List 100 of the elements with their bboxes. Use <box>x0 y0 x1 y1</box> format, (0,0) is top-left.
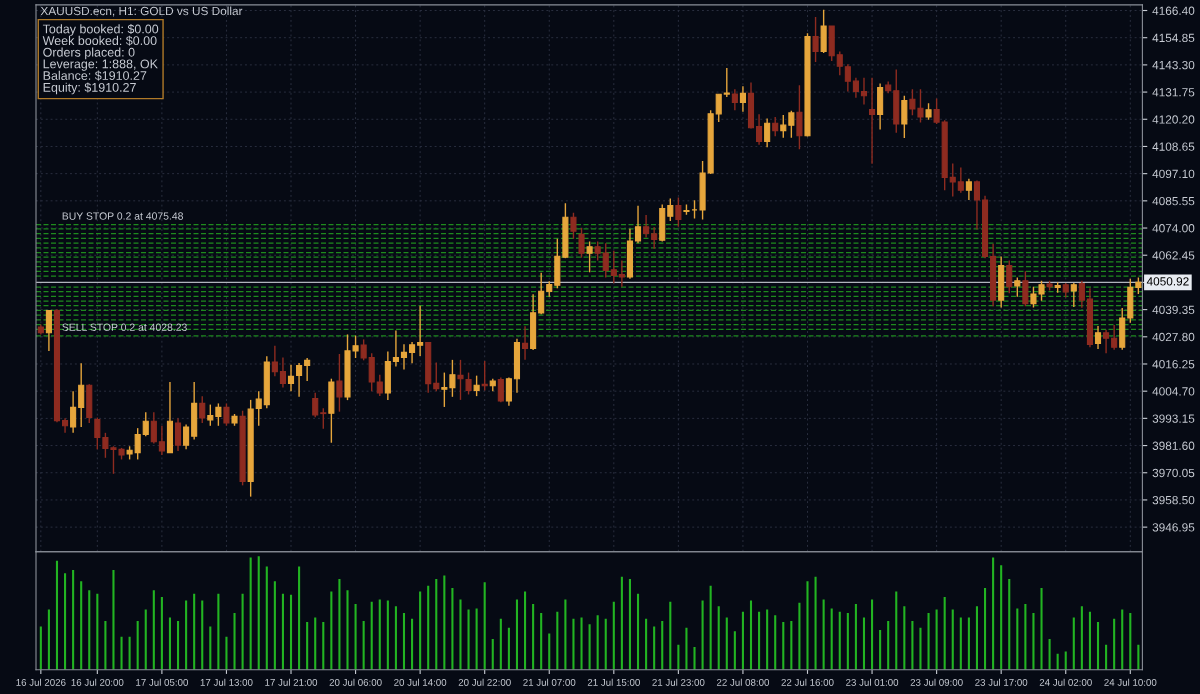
y-tick-label: 4004.70 <box>1152 387 1195 396</box>
bar <box>1008 578 1011 670</box>
annotation: Leverage: 1:888, OK <box>43 59 158 71</box>
x-tick-label: 24 Jul 02:00 <box>1039 678 1092 686</box>
candlestick <box>1111 324 1118 351</box>
x-tick-label: 22 Jul 16:00 <box>781 678 834 686</box>
candlestick <box>465 371 472 396</box>
candlestick <box>973 179 981 231</box>
candlestick <box>578 227 585 259</box>
bar <box>645 618 648 670</box>
bar <box>386 600 389 670</box>
bar <box>975 606 979 670</box>
y-tick-label: 4062.45 <box>1152 251 1195 260</box>
candlestick <box>521 325 529 361</box>
bar <box>225 636 228 670</box>
y-tick-label: 4108.65 <box>1152 142 1195 151</box>
bar <box>185 600 188 670</box>
candlestick <box>320 407 327 430</box>
candlestick <box>594 240 601 262</box>
bar <box>1113 618 1116 670</box>
bar <box>636 593 640 670</box>
bar <box>39 626 42 670</box>
x-tick-label: 17 Jul 05:00 <box>136 678 188 686</box>
bar <box>281 593 284 670</box>
x-tick-label: 17 Jul 13:00 <box>200 678 253 686</box>
bar <box>112 569 115 670</box>
candlestick <box>215 402 222 427</box>
candlestick <box>586 240 593 273</box>
bar <box>766 609 769 670</box>
bar <box>661 620 664 670</box>
candlestick <box>505 376 512 407</box>
y-tick-label: 4154.85 <box>1152 33 1195 43</box>
bar <box>1105 644 1108 670</box>
bar <box>572 618 575 670</box>
bar <box>467 609 470 670</box>
bar <box>443 575 446 670</box>
x-tick-label: 20 Jul 22:00 <box>458 678 511 686</box>
candlestick <box>772 116 779 137</box>
bar <box>55 560 59 670</box>
bar <box>209 626 212 670</box>
candlestick <box>441 371 448 408</box>
candlestick <box>360 338 367 362</box>
bar <box>427 585 430 670</box>
bar <box>144 609 147 670</box>
candlestick <box>497 376 504 403</box>
y-tick-label: 3958.50 <box>1152 495 1195 505</box>
y-tick-label: 3993.15 <box>1152 414 1195 423</box>
candlestick <box>868 77 876 165</box>
annotation: Equity: $1910.27 <box>43 82 136 95</box>
bar <box>903 606 906 670</box>
bar <box>669 601 672 670</box>
bar <box>992 557 995 670</box>
candlestick <box>78 362 85 428</box>
candlestick <box>651 226 658 250</box>
annotation: Week booked: $0.00 <box>42 35 157 46</box>
bar <box>378 599 381 670</box>
bar <box>1096 622 1100 670</box>
candlestick <box>336 353 343 413</box>
bar <box>1032 612 1035 670</box>
candlestick <box>691 199 698 220</box>
x-tick-label: 20 Jul 06:00 <box>329 678 382 686</box>
bar <box>96 593 99 670</box>
bar <box>168 617 172 670</box>
bar <box>1056 653 1059 670</box>
bar <box>895 591 898 670</box>
candlestick <box>376 374 383 397</box>
candlestick <box>1022 270 1029 307</box>
candlestick <box>933 97 940 125</box>
bar <box>491 639 494 670</box>
bar <box>152 590 155 670</box>
bar <box>515 599 519 670</box>
bar <box>677 644 680 670</box>
candlestick <box>667 197 674 222</box>
bar <box>862 617 866 670</box>
candlestick <box>400 343 408 371</box>
y-tick-label: 3970.05 <box>1152 468 1195 478</box>
bar <box>80 581 83 670</box>
bar <box>943 597 946 670</box>
candlestick <box>618 259 625 288</box>
candlestick <box>965 178 972 201</box>
bar <box>128 636 131 670</box>
bar <box>806 581 809 670</box>
x-tick-label: 16 Jul 2026 <box>16 678 66 686</box>
x-tick-label: 21 Jul 23:00 <box>652 678 705 686</box>
annotation: Today booked: $0.00 <box>42 24 159 36</box>
bar <box>1000 565 1003 670</box>
bar <box>217 593 220 670</box>
candlestick <box>45 309 52 352</box>
candlestick <box>449 359 456 398</box>
bar <box>1137 644 1140 670</box>
bar <box>838 611 841 670</box>
candlestick <box>715 93 722 123</box>
bar <box>1016 608 1019 670</box>
bar <box>588 624 591 670</box>
candlestick <box>634 204 642 245</box>
candlestick <box>723 67 730 98</box>
y-tick-label: 4074.00 <box>1152 224 1195 233</box>
x-tick-label: 24 Jul 10:00 <box>1104 678 1157 686</box>
bar <box>1040 588 1043 670</box>
bar <box>273 581 276 670</box>
